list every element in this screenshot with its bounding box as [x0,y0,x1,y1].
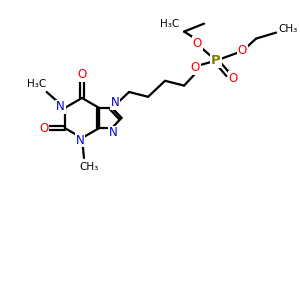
Text: H₃C: H₃C [27,79,46,89]
Text: N: N [76,134,84,146]
Text: O: O [190,61,200,74]
Text: O: O [39,122,48,134]
Text: N: N [111,97,119,110]
Text: H₃C: H₃C [160,19,180,28]
Text: P: P [211,54,221,67]
Text: N: N [109,127,117,140]
Text: O: O [77,68,87,82]
Text: O: O [228,72,238,85]
Text: CH₃: CH₃ [80,162,99,172]
Text: O: O [237,44,247,57]
Text: N: N [56,100,65,113]
Text: CH₃: CH₃ [278,24,298,34]
Text: O: O [192,37,202,50]
